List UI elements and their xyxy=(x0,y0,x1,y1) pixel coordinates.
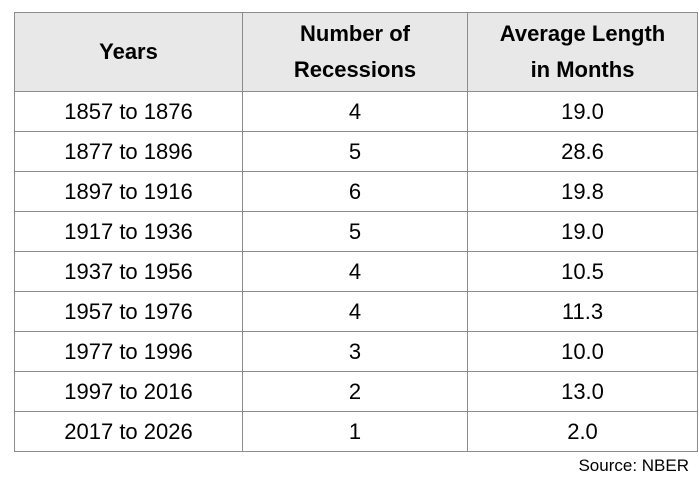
header-number-of-recessions: Number of Recessions xyxy=(242,12,468,92)
table-row: 1997 to 2016 2 13.0 xyxy=(14,371,698,412)
header-row: Years Number of Recessions Average Length… xyxy=(14,12,698,92)
cell-average-length: 19.8 xyxy=(467,171,698,212)
table-row: 1937 to 1956 4 10.5 xyxy=(14,251,698,292)
cell-number-of-recessions: 6 xyxy=(242,171,468,212)
cell-years: 1997 to 2016 xyxy=(14,371,243,412)
table-body: 1857 to 1876 4 19.0 1877 to 1896 5 28.6 1897 t… xyxy=(14,91,698,452)
table-row: 1957 to 1976 4 11.3 xyxy=(14,291,698,332)
cell-years: 1917 to 1936 xyxy=(14,211,243,252)
cell-average-length: 2.0 xyxy=(467,411,698,452)
cell-number-of-recessions: 5 xyxy=(242,211,468,252)
header-years: Years xyxy=(14,12,243,92)
cell-average-length: 19.0 xyxy=(467,211,698,252)
cell-average-length: 28.6 xyxy=(467,131,698,172)
source-note: Source: NBER xyxy=(578,456,689,475)
cell-number-of-recessions: 2 xyxy=(242,371,468,412)
cell-average-length: 10.0 xyxy=(467,331,698,372)
cell-average-length: 13.0 xyxy=(467,371,698,412)
cell-number-of-recessions: 4 xyxy=(242,91,468,132)
cell-average-length: 19.0 xyxy=(467,91,698,132)
cell-years: 1977 to 1996 xyxy=(14,331,243,372)
table-row: 1977 to 1996 3 10.0 xyxy=(14,331,698,372)
cell-years: 1957 to 1976 xyxy=(14,291,243,332)
cell-number-of-recessions: 4 xyxy=(242,251,468,292)
table-row: 1877 to 1896 5 28.6 xyxy=(14,131,698,172)
recessions-table-container: Years Number of Recessions Average Length… xyxy=(14,12,698,452)
cell-years: 1937 to 1956 xyxy=(14,251,243,292)
recessions-table: Years Number of Recessions Average Length… xyxy=(14,12,698,452)
cell-number-of-recessions: 5 xyxy=(242,131,468,172)
cell-years: 2017 to 2026 xyxy=(14,411,243,452)
table-row: 1857 to 1876 4 19.0 xyxy=(14,91,698,132)
cell-years: 1877 to 1896 xyxy=(14,131,243,172)
cell-years: 1857 to 1876 xyxy=(14,91,243,132)
table-row: 1897 to 1916 6 19.8 xyxy=(14,171,698,212)
cell-number-of-recessions: 4 xyxy=(242,291,468,332)
cell-average-length: 11.3 xyxy=(467,291,698,332)
table-header: Years Number of Recessions Average Length… xyxy=(14,12,698,92)
cell-number-of-recessions: 3 xyxy=(242,331,468,372)
table-row: 2017 to 2026 1 2.0 xyxy=(14,411,698,452)
cell-number-of-recessions: 1 xyxy=(242,411,468,452)
cell-average-length: 10.5 xyxy=(467,251,698,292)
header-average-length: Average Length in Months xyxy=(467,12,698,92)
table-row: 1917 to 1936 5 19.0 xyxy=(14,211,698,252)
cell-years: 1897 to 1916 xyxy=(14,171,243,212)
